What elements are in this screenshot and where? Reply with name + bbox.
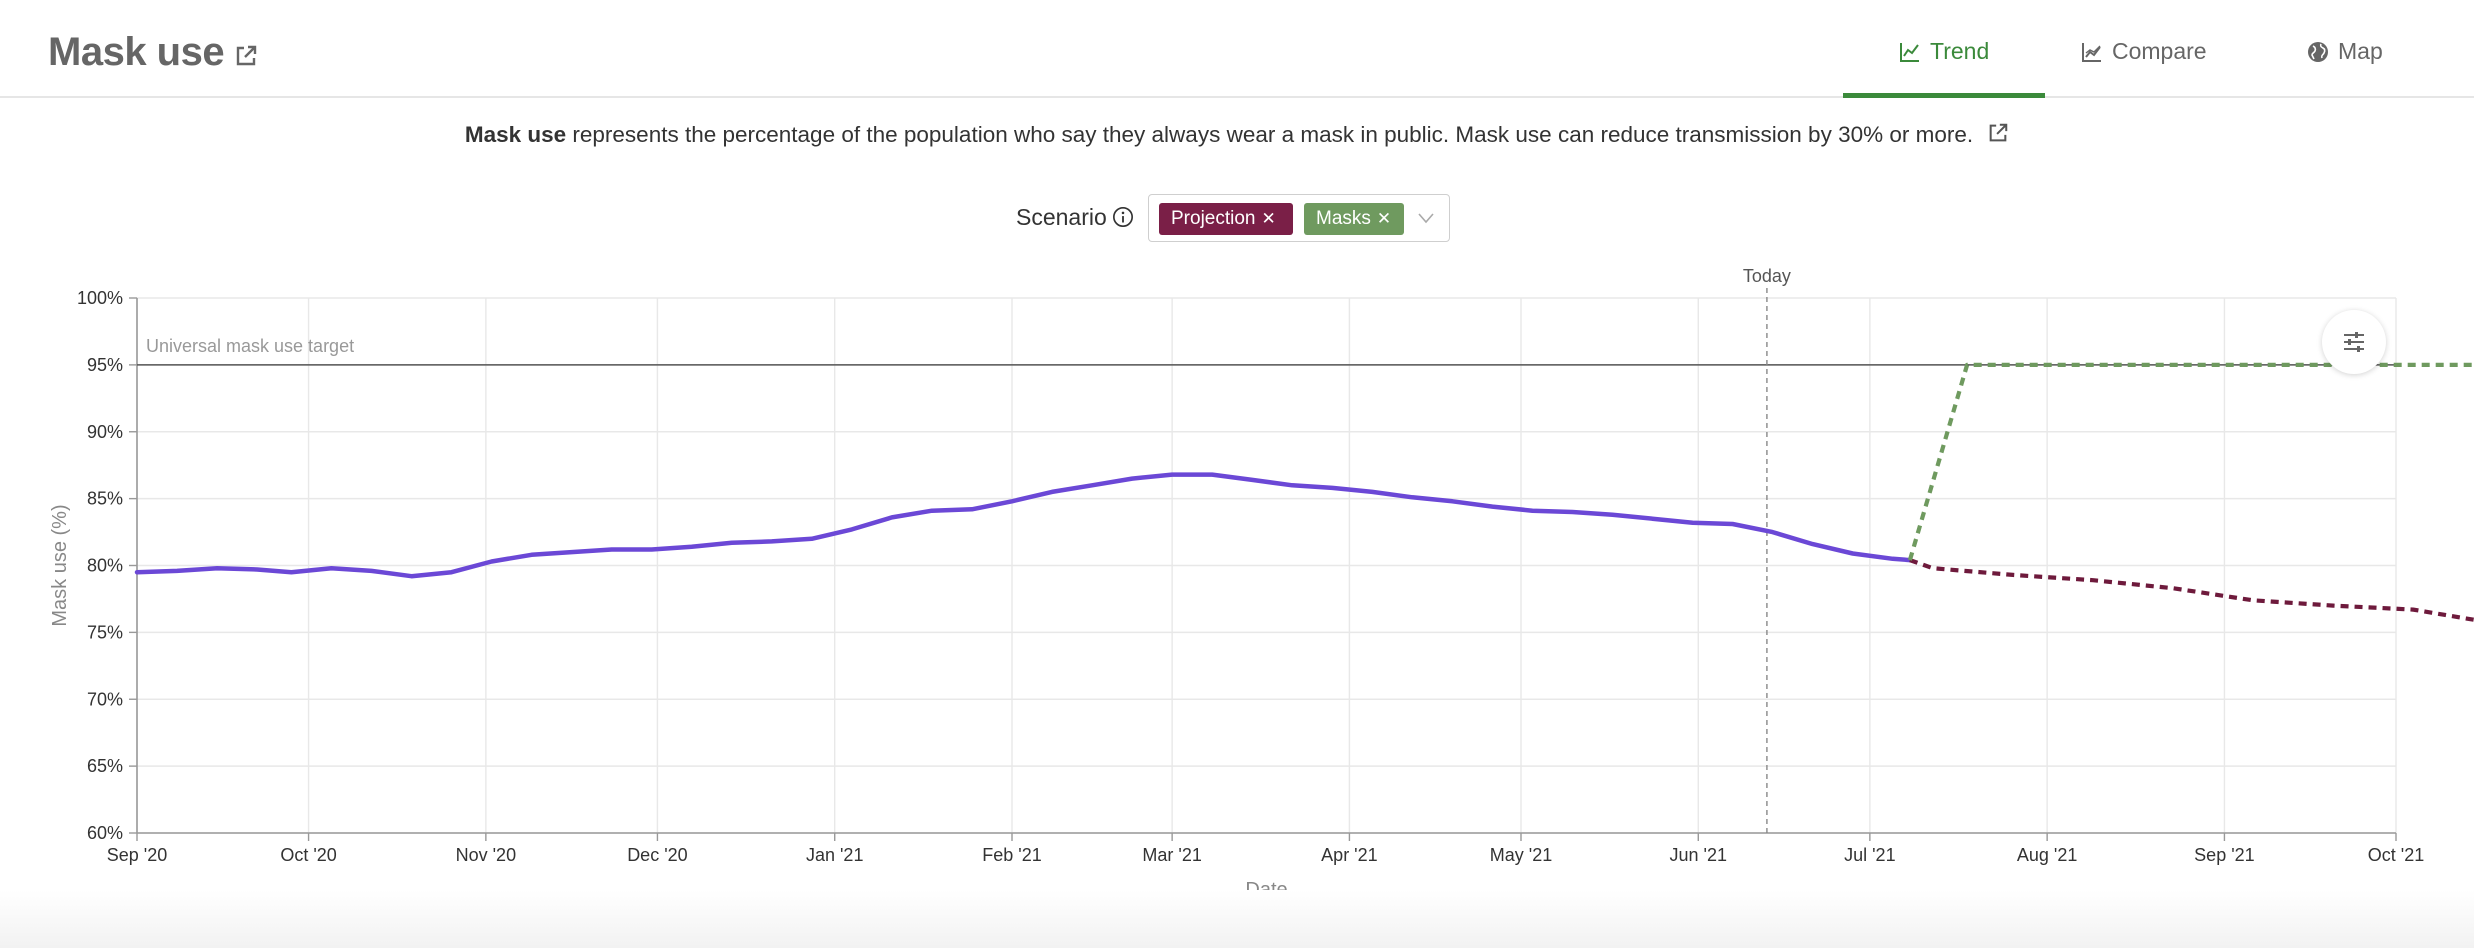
chip-masks-label: Masks [1316,208,1371,229]
x-tick-label: Oct '20 [280,845,336,865]
x-tick-label: Dec '20 [627,845,687,865]
today-marker-label: Today [1743,266,1791,286]
tab-compare-label: Compare [2112,38,2207,64]
header-bar: Mask use Trend Compare Map [0,0,2474,98]
x-tick-label: May '21 [1490,845,1552,865]
x-tick-label: Oct '21 [2368,845,2424,865]
x-tick-label: Apr '21 [1321,845,1377,865]
chart-settings-button[interactable] [2322,310,2386,374]
tab-trend-label: Trend [1930,38,1990,64]
description-bold: Mask use [464,122,567,147]
y-tick-label: 70% [87,689,123,709]
external-link-icon[interactable] [1987,122,2009,144]
series-line-universal-masks [1907,362,2474,561]
y-tick-label: 95% [87,355,123,375]
scenario-label: Scenario [1016,204,1107,230]
page-title: Mask use [48,30,225,74]
chip-projection-label: Projection [1171,208,1256,229]
description: Mask use represents the percentage of th… [0,122,2474,148]
series-line-observed [134,472,1913,579]
info-icon[interactable] [1112,206,1134,228]
scenario-select[interactable]: Projection ✕ Masks ✕ [1148,194,1450,242]
series-line-current-projection [1909,558,2474,622]
external-link-icon[interactable] [234,44,258,68]
x-tick-label: Sep '21 [2194,845,2255,865]
line-chart-icon [1900,42,1919,62]
y-tick-label: 65% [87,756,123,776]
footer-fade [0,890,2474,948]
y-tick-label: 80% [87,556,123,576]
chip-masks[interactable]: Masks ✕ [1304,203,1404,235]
tab-compare[interactable]: Compare [2080,38,2207,65]
y-tick-label: 90% [87,422,123,442]
x-tick-label: Jan '21 [806,845,863,865]
y-axis-title: Mask use (%) [49,504,71,626]
x-tick-label: Mar '21 [1142,845,1201,865]
tab-trend[interactable]: Trend [1898,38,1989,65]
compare-chart-icon [2082,42,2101,62]
x-tick-label: Aug '21 [2017,845,2078,865]
x-tick-label: Sep '20 [107,845,168,865]
globe-icon [2308,41,2328,62]
x-tick-label: Nov '20 [456,845,516,865]
y-tick-label: 85% [87,489,123,509]
chip-projection[interactable]: Projection ✕ [1159,203,1293,235]
description-text: represents the percentage of the populat… [566,122,1974,147]
sliders-icon [2344,332,2364,352]
chevron-down-icon[interactable] [1417,211,1435,225]
y-tick-label: 75% [87,622,123,642]
tab-map[interactable]: Map [2306,38,2383,65]
x-tick-label: Jun '21 [1670,845,1727,865]
x-tick-label: Jul '21 [1844,845,1895,865]
y-tick-label: 100% [77,288,123,308]
close-icon[interactable]: ✕ [1261,209,1276,228]
active-tab-indicator [1843,93,2045,98]
y-tick-label: 60% [87,823,123,843]
tab-map-label: Map [2338,38,2383,64]
x-tick-label: Feb '21 [982,845,1041,865]
close-icon[interactable]: ✕ [1376,209,1392,228]
target-reference-label: Universal mask use target [146,336,354,356]
